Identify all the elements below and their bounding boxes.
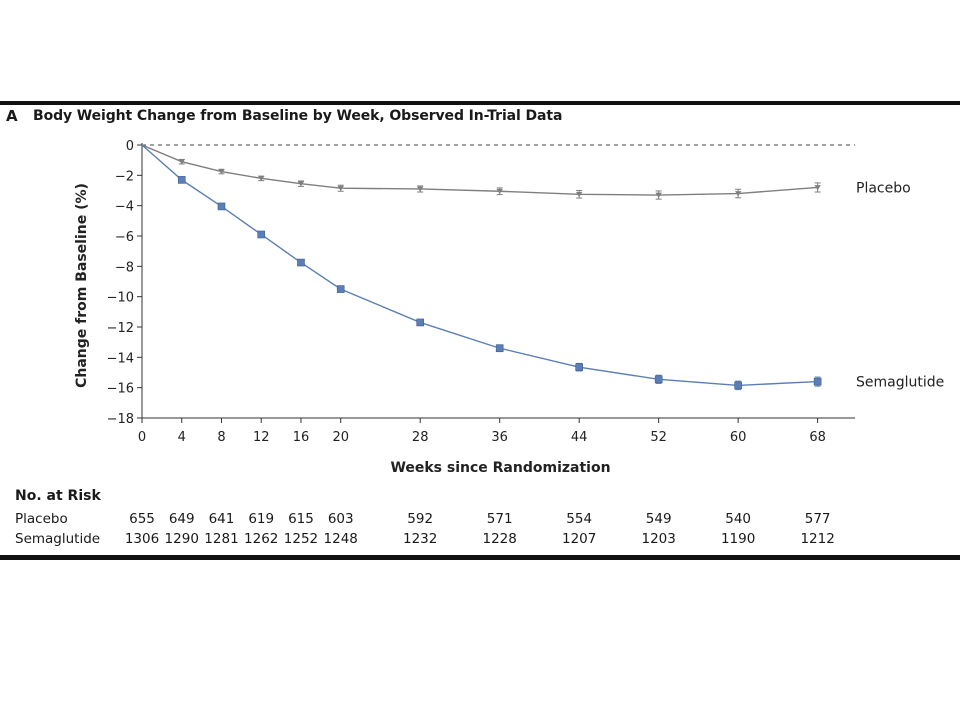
top-rule	[0, 101, 960, 105]
placebo-series-line	[141, 144, 818, 196]
risk-count-semaglutide: 1207	[561, 531, 597, 547]
risk-count-semaglutide: 1281	[204, 531, 239, 547]
y-tick-label: 0	[126, 139, 134, 154]
x-tick-label: 28	[412, 430, 429, 445]
risk-count-placebo: 592	[407, 511, 434, 527]
placebo-series-label: Placebo	[856, 180, 911, 196]
risk-count-placebo: 603	[327, 511, 354, 527]
y-tick-label: −4	[115, 200, 134, 215]
risk-count-semaglutide: 1252	[283, 531, 319, 547]
x-tick-label: 60	[730, 430, 747, 445]
risk-table-header: No. at Risk	[15, 488, 101, 504]
placebo-data-point	[655, 192, 662, 198]
risk-count-placebo: 649	[168, 511, 195, 527]
placebo-data-point	[178, 159, 185, 165]
semaglutide-data-point	[217, 202, 226, 211]
risk-count-placebo: 554	[566, 511, 593, 527]
placebo-data-point	[218, 169, 225, 175]
placebo-data-point	[814, 185, 821, 191]
risk-count-semaglutide: 1232	[403, 531, 438, 547]
risk-count-semaglutide: 1248	[323, 531, 358, 547]
placebo-data-point	[337, 185, 344, 192]
placebo-data-point	[297, 181, 305, 187]
line-chart: 0 −2 −4 −6 −8 −10 −12 −14 −16 −18 0 4 8 12 16 20 28 36 44 5…	[74, 139, 944, 476]
placebo-data-point	[734, 191, 742, 197]
placebo-data-point	[496, 188, 503, 195]
risk-count-placebo: 615	[288, 511, 314, 527]
bottom-rule	[0, 555, 960, 560]
risk-row-label-placebo: Placebo	[15, 511, 68, 527]
semaglutide-data-point	[495, 344, 504, 353]
y-tick-label: −8	[115, 260, 134, 275]
x-tick-label: 8	[217, 430, 225, 445]
y-tick-label: −6	[115, 230, 134, 245]
semaglutide-data-point	[813, 377, 822, 386]
x-tick-label: 12	[253, 430, 270, 445]
risk-count-semaglutide: 1262	[244, 531, 279, 547]
placebo-data-point	[258, 175, 265, 182]
risk-count-placebo: 571	[486, 511, 513, 527]
semaglutide-series-line	[141, 144, 818, 387]
x-axis-label: Weeks since Randomization	[390, 460, 610, 476]
semaglutide-data-point	[297, 258, 305, 267]
x-tick-label: 0	[138, 430, 146, 445]
risk-count-placebo: 549	[645, 511, 672, 527]
semaglutide-data-point	[416, 318, 425, 327]
risk-count-placebo: 641	[208, 511, 235, 527]
chart-title: Body Weight Change from Baseline by Week…	[33, 108, 563, 124]
y-tick-label: −12	[107, 321, 134, 336]
placebo-data-point	[575, 191, 583, 198]
semaglutide-data-point	[336, 285, 345, 293]
placebo-data-point	[417, 186, 424, 192]
risk-count-placebo: 655	[129, 511, 155, 527]
semaglutide-data-point	[734, 381, 742, 390]
risk-count-semaglutide: 1306	[124, 531, 160, 547]
x-tick-label: 44	[571, 430, 588, 445]
risk-count-placebo: 577	[804, 511, 831, 527]
y-tick-label: −10	[107, 291, 134, 306]
semaglutide-series-label: Semaglutide	[856, 375, 944, 391]
x-tick-label: 52	[650, 430, 667, 445]
y-axis-label: Change from Baseline (%)	[74, 183, 90, 388]
risk-count-semaglutide: 1290	[164, 531, 199, 547]
risk-count-semaglutide: 1228	[482, 531, 517, 547]
y-tick-label: −2	[115, 169, 134, 184]
semaglutide-data-point	[575, 363, 583, 371]
x-tick-label: 68	[809, 430, 826, 445]
risk-row-label-semaglutide: Semaglutide	[15, 531, 101, 547]
semaglutide-data-point	[654, 375, 663, 384]
risk-count-placebo: 619	[248, 511, 275, 527]
x-tick-label: 20	[332, 430, 349, 445]
risk-count-semaglutide: 1203	[641, 531, 676, 547]
risk-count-semaglutide: 1212	[800, 531, 835, 547]
x-tick-label: 36	[491, 430, 508, 445]
risk-count-semaglutide: 1190	[720, 531, 756, 547]
panel-label: A	[6, 107, 18, 125]
y-tick-label: −18	[107, 412, 134, 427]
y-tick-label: −14	[107, 351, 134, 366]
risk-count-placebo: 540	[725, 511, 752, 527]
semaglutide-data-point	[177, 176, 186, 184]
semaglutide-data-point	[257, 230, 266, 239]
y-tick-label: −16	[107, 382, 134, 397]
x-tick-label: 4	[178, 430, 186, 445]
x-tick-label: 16	[293, 430, 310, 445]
